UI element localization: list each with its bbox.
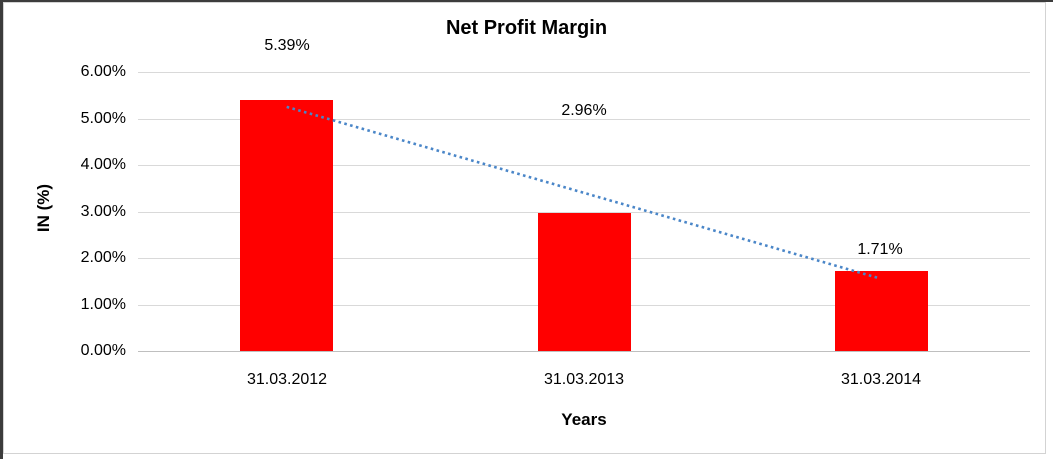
- x-axis-line: [138, 351, 1030, 352]
- bar-31.03.2014: [835, 271, 928, 351]
- x-axis-tick-label: 31.03.2012: [246, 371, 328, 388]
- y-axis-tick-label: 0.00%: [80, 342, 126, 359]
- data-label: 1.71%: [857, 241, 903, 258]
- x-axis-tick-label: 31.03.2013: [543, 371, 625, 388]
- gridline: [138, 72, 1030, 73]
- y-axis-tick-label: 3.00%: [80, 203, 126, 220]
- y-axis-tick-label: 5.00%: [80, 110, 126, 127]
- window-edge-top: [0, 0, 1053, 2]
- chart-title: Net Profit Margin: [445, 17, 608, 39]
- bar-31.03.2012: [240, 100, 333, 351]
- data-label: 2.96%: [561, 102, 607, 119]
- y-axis-tick-label: 2.00%: [80, 249, 126, 266]
- y-axis-tick-label: 4.00%: [80, 156, 126, 173]
- x-axis-title: Years: [561, 410, 607, 429]
- x-axis-tick-label: 31.03.2014: [840, 371, 922, 388]
- window-edge-left: [0, 0, 3, 459]
- chart-border: [3, 2, 1046, 454]
- y-axis-tick-label: 6.00%: [80, 63, 126, 80]
- data-label: 5.39%: [264, 37, 310, 54]
- bar-31.03.2013: [538, 213, 631, 351]
- y-axis-tick-label: 1.00%: [80, 296, 126, 313]
